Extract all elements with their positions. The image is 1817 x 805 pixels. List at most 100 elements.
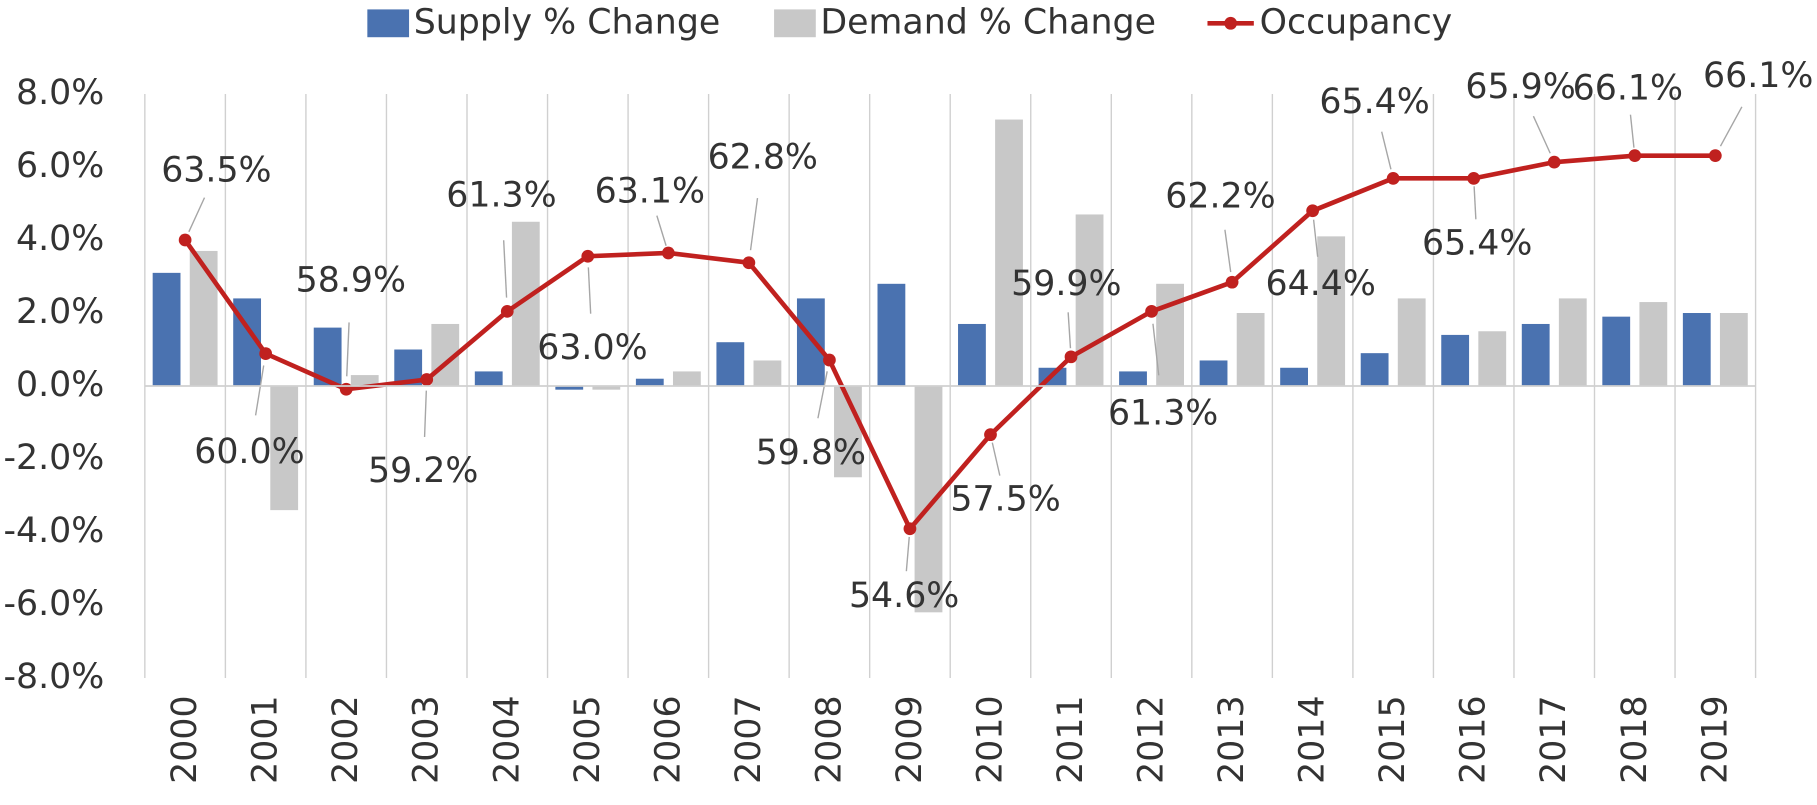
leader-line	[502, 240, 508, 298]
y-tick-label: -6.0%	[3, 584, 104, 624]
bar	[189, 250, 218, 387]
y-tick-label: 2.0%	[16, 292, 104, 332]
x-tick-label: 2001	[246, 695, 286, 783]
leader-line	[1532, 115, 1551, 154]
y-tick-label: -8.0%	[3, 657, 104, 697]
leader-line	[656, 215, 667, 246]
occupancy-marker	[984, 428, 997, 442]
occupancy-marker	[339, 382, 353, 396]
data-label: 66.1%	[1703, 56, 1813, 96]
y-tick-label: -4.0%	[3, 511, 104, 551]
data-label: 65.9%	[1465, 67, 1575, 107]
data-label: 57.5%	[950, 480, 1060, 520]
data-label: 63.5%	[161, 151, 271, 191]
data-label: 58.9%	[296, 260, 406, 300]
leader-line	[749, 197, 759, 251]
x-tick-label: 2018	[1615, 695, 1655, 783]
data-label: 63.0%	[537, 328, 647, 368]
occupancy-marker	[1467, 171, 1481, 185]
occupancy-marker	[1225, 275, 1239, 289]
bar	[1639, 302, 1668, 387]
bar	[270, 386, 299, 511]
bar	[1317, 236, 1346, 387]
leader-line	[1067, 312, 1072, 349]
y-tick-label: 6.0%	[16, 146, 104, 186]
occupancy-marker	[581, 249, 595, 263]
y-tick-label: 8.0%	[16, 73, 104, 113]
bar	[1119, 371, 1147, 387]
leader-line	[587, 267, 592, 314]
x-tick-label: 2000	[165, 695, 205, 783]
occupancy-marker	[1306, 204, 1320, 218]
data-label: 59.9%	[1011, 264, 1121, 304]
occupancy-marker	[1386, 171, 1400, 185]
x-tick-label: 2014	[1293, 695, 1333, 783]
leader-line	[346, 322, 350, 377]
legend-label: Supply % Change	[414, 2, 721, 42]
data-label: 63.1%	[595, 172, 705, 212]
bar	[1719, 313, 1748, 387]
bar	[1397, 298, 1426, 387]
leader-line	[1224, 229, 1232, 273]
x-tick-label: 2017	[1534, 695, 1574, 783]
bar	[753, 360, 782, 387]
leader-line	[1380, 131, 1392, 170]
bar	[995, 119, 1023, 387]
bar	[1280, 367, 1308, 387]
bar	[1521, 323, 1550, 387]
leader-line	[1152, 323, 1160, 376]
data-label: 62.8%	[708, 137, 818, 177]
legend-swatch	[367, 9, 410, 38]
data-label: 65.4%	[1319, 82, 1429, 122]
bar	[1236, 313, 1265, 387]
leader-line	[991, 442, 1001, 476]
data-label: 59.2%	[368, 451, 478, 491]
occupancy-marker	[1628, 149, 1642, 163]
x-tick-label: 2004	[487, 695, 527, 783]
bar	[1602, 316, 1631, 387]
x-tick-label: 2005	[568, 695, 608, 783]
bar	[152, 272, 181, 387]
bar	[592, 386, 621, 390]
legend-label: Demand % Change	[820, 2, 1156, 42]
occupancy-marker	[1145, 305, 1158, 318]
bar	[1478, 331, 1507, 387]
occupancy-marker	[1547, 155, 1561, 169]
leader-line	[254, 365, 265, 416]
data-label: 60.0%	[194, 432, 304, 472]
bar	[1558, 298, 1587, 387]
y-tick-label: 4.0%	[16, 219, 104, 259]
occupancy-marker	[661, 246, 675, 260]
data-label: 66.1%	[1573, 69, 1683, 109]
y-tick-label: -2.0%	[3, 438, 104, 478]
occupancy-marker	[178, 233, 192, 247]
x-tick-label: 2008	[809, 695, 849, 783]
leader-line	[905, 536, 910, 572]
data-label: 61.3%	[1108, 394, 1218, 434]
x-tick-label: 2002	[326, 695, 366, 783]
bar	[1360, 353, 1389, 387]
leader-line	[1629, 114, 1635, 148]
bar	[877, 283, 906, 387]
occupancy-marker	[903, 522, 917, 536]
occupancy-marker	[823, 353, 836, 367]
occupancy-marker	[259, 347, 273, 360]
leader-line	[1312, 219, 1319, 257]
leader-line	[1473, 186, 1477, 220]
legend-label: Occupancy	[1260, 2, 1453, 42]
bar	[555, 386, 584, 390]
legend-marker	[1224, 16, 1238, 30]
x-tick-label: 2007	[729, 695, 769, 783]
x-tick-label: 2006	[648, 695, 688, 783]
bar	[1075, 214, 1104, 387]
occupancy-marker	[1064, 350, 1078, 364]
data-label: 62.2%	[1165, 177, 1275, 217]
bar	[635, 378, 664, 387]
x-tick-label: 2009	[890, 695, 930, 783]
leader-line	[817, 371, 828, 419]
bar	[1441, 334, 1470, 387]
x-tick-label: 2013	[1212, 695, 1252, 783]
y-tick-label: 0.0%	[16, 365, 104, 405]
data-label: 64.4%	[1266, 264, 1376, 304]
